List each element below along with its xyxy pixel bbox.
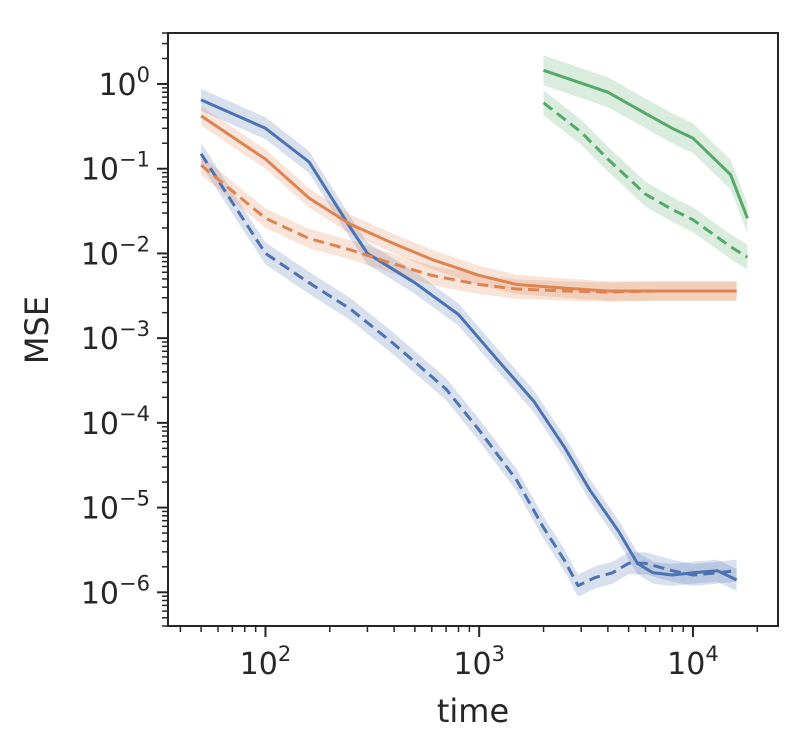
y-tick-label: 10−2 — [81, 232, 150, 272]
y-tick-label: 10−3 — [81, 317, 150, 357]
x-axis-label: time — [437, 692, 509, 730]
y-tick-label: 10−4 — [81, 402, 150, 442]
x-tick-label: 104 — [667, 642, 719, 682]
plot-frame — [167, 32, 779, 627]
series-5-line — [543, 68, 749, 219]
series-4-band — [201, 155, 737, 302]
x-axis-ticks: 102 103 104 — [179, 626, 759, 682]
y-axis-label: MSE — [18, 296, 56, 364]
series-3-line — [200, 114, 737, 293]
x-tick-label: 102 — [240, 642, 292, 682]
series-lines — [199, 68, 749, 588]
series-3-band — [201, 106, 737, 301]
series-6-line — [542, 101, 749, 259]
y-tick-label: 10−1 — [81, 148, 150, 188]
x-tick-label: 103 — [453, 642, 505, 682]
y-axis-ticks: 100 10−1 10−2 10−3 10−4 10−5 10−6 — [81, 32, 168, 627]
series-4-line — [200, 164, 737, 294]
series-6-band — [543, 90, 748, 270]
confidence-bands — [201, 55, 748, 597]
series-1-line — [200, 98, 738, 582]
y-tick-label: 10−5 — [81, 487, 150, 527]
y-tick-label: 10−6 — [81, 571, 150, 611]
y-tick-label: 100 — [98, 63, 150, 103]
series-2-line — [199, 152, 737, 588]
series-5-band — [543, 55, 748, 234]
